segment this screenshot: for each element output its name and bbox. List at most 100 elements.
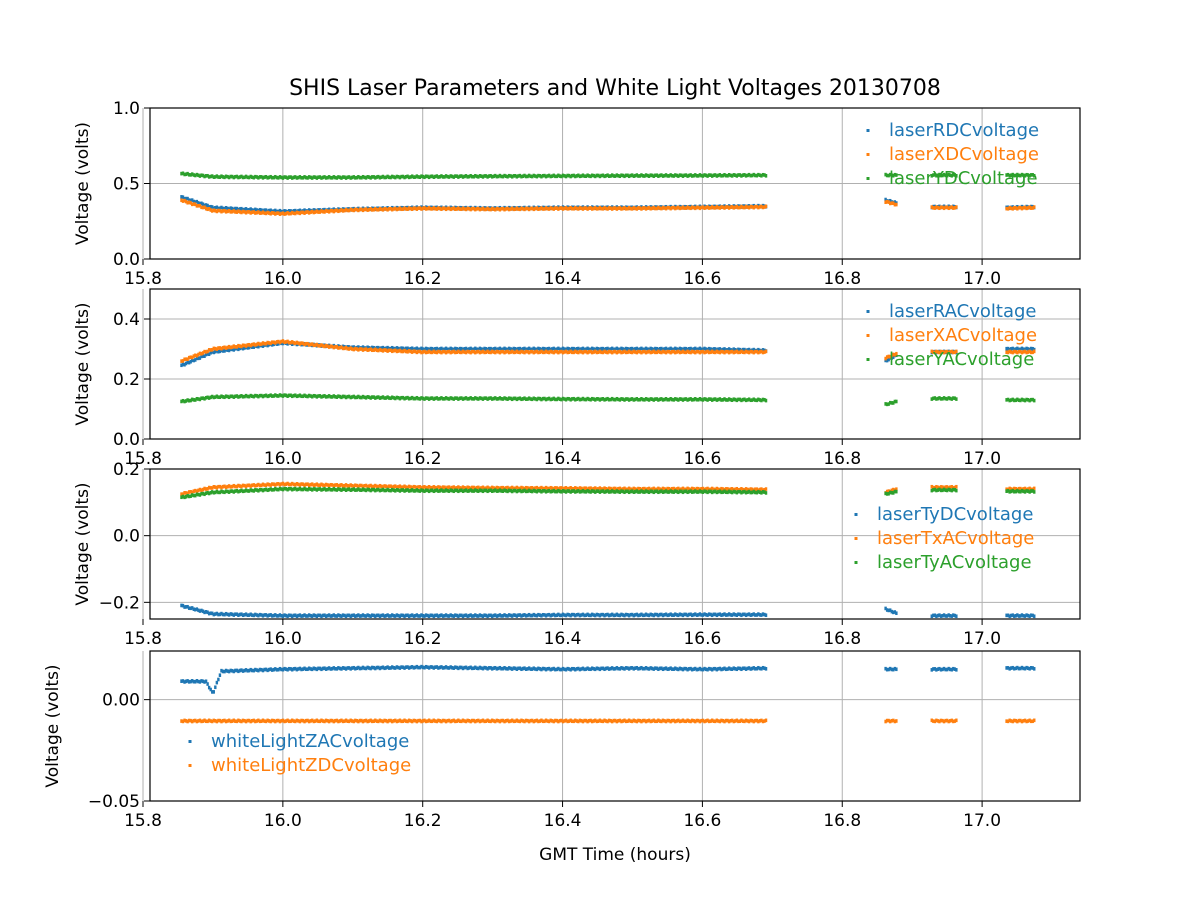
data-point bbox=[540, 667, 543, 672]
data-point bbox=[635, 346, 639, 351]
data-point bbox=[452, 206, 455, 210]
x-tick-label: 16.6 bbox=[683, 629, 721, 649]
data-point bbox=[274, 613, 277, 617]
data-point bbox=[540, 613, 543, 618]
data-point bbox=[351, 613, 354, 618]
data-point bbox=[437, 397, 440, 401]
data-point bbox=[546, 397, 549, 401]
data-point bbox=[412, 666, 415, 670]
data-point bbox=[694, 612, 697, 616]
data-point bbox=[240, 612, 243, 616]
data-point bbox=[414, 718, 417, 723]
data-point bbox=[710, 718, 714, 723]
data-point bbox=[381, 487, 385, 492]
data-point bbox=[737, 347, 740, 352]
data-point bbox=[942, 719, 946, 724]
data-point bbox=[443, 485, 446, 490]
data-point bbox=[885, 492, 889, 496]
data-point bbox=[343, 394, 346, 399]
data-point bbox=[335, 208, 339, 213]
data-point bbox=[554, 174, 557, 179]
data-point bbox=[409, 349, 412, 354]
data-point bbox=[383, 484, 386, 488]
data-point bbox=[326, 344, 329, 349]
data-point bbox=[595, 346, 599, 351]
data-point bbox=[532, 346, 535, 351]
data-point bbox=[407, 484, 411, 489]
data-point bbox=[717, 347, 720, 352]
data-point bbox=[204, 491, 208, 496]
data-point bbox=[666, 347, 669, 352]
data-point bbox=[526, 489, 529, 494]
data-point bbox=[224, 719, 228, 724]
data-point bbox=[314, 613, 317, 618]
data-point bbox=[749, 349, 752, 354]
legend-marker bbox=[866, 177, 870, 180]
data-point bbox=[326, 613, 329, 618]
data-point bbox=[638, 666, 642, 671]
data-point bbox=[411, 350, 414, 354]
data-point bbox=[627, 398, 631, 402]
data-point bbox=[598, 667, 602, 672]
data-point bbox=[509, 666, 512, 671]
data-point bbox=[760, 666, 763, 671]
data-point bbox=[409, 488, 412, 493]
data-point bbox=[404, 396, 408, 400]
data-point bbox=[690, 205, 694, 210]
data-point bbox=[521, 207, 525, 211]
data-point bbox=[721, 347, 725, 352]
data-point bbox=[481, 397, 485, 401]
data-point bbox=[243, 483, 246, 488]
data-point bbox=[670, 667, 674, 671]
data-point bbox=[509, 719, 512, 723]
data-point bbox=[300, 614, 303, 618]
data-point bbox=[541, 612, 545, 617]
data-point bbox=[300, 210, 303, 215]
data-point bbox=[546, 486, 549, 491]
data-point bbox=[369, 718, 372, 723]
data-point bbox=[598, 718, 602, 723]
data-point bbox=[340, 488, 343, 492]
data-point bbox=[334, 718, 337, 723]
data-point bbox=[890, 667, 893, 672]
data-point bbox=[672, 667, 675, 671]
data-point bbox=[678, 612, 682, 617]
data-point bbox=[314, 343, 317, 347]
data-point bbox=[469, 665, 472, 670]
data-point bbox=[1014, 666, 1018, 671]
data-point bbox=[574, 174, 577, 179]
data-point bbox=[287, 393, 291, 398]
data-point bbox=[947, 206, 950, 211]
data-point bbox=[475, 347, 479, 352]
data-point bbox=[945, 349, 949, 354]
data-point bbox=[646, 487, 649, 491]
data-point bbox=[895, 487, 898, 491]
data-point bbox=[417, 347, 420, 352]
data-point bbox=[689, 173, 692, 177]
data-point bbox=[718, 397, 722, 401]
data-point bbox=[460, 346, 463, 351]
data-point bbox=[403, 348, 406, 353]
data-point bbox=[589, 347, 592, 352]
data-point bbox=[718, 347, 722, 351]
data-point bbox=[377, 395, 380, 399]
data-point bbox=[612, 486, 615, 491]
data-point bbox=[734, 666, 737, 671]
data-point bbox=[735, 667, 739, 672]
data-point bbox=[692, 612, 695, 617]
data-point bbox=[449, 207, 452, 212]
data-point bbox=[474, 350, 477, 355]
data-point bbox=[884, 172, 887, 177]
data-point bbox=[446, 485, 449, 490]
data-point bbox=[1013, 489, 1016, 494]
data-point bbox=[634, 206, 637, 211]
data-point bbox=[577, 489, 580, 493]
data-point bbox=[247, 345, 251, 350]
data-point bbox=[481, 175, 485, 179]
data-point bbox=[635, 350, 639, 355]
data-point bbox=[260, 342, 263, 346]
data-point bbox=[737, 612, 740, 617]
data-point bbox=[535, 485, 539, 490]
data-point bbox=[1019, 349, 1022, 354]
